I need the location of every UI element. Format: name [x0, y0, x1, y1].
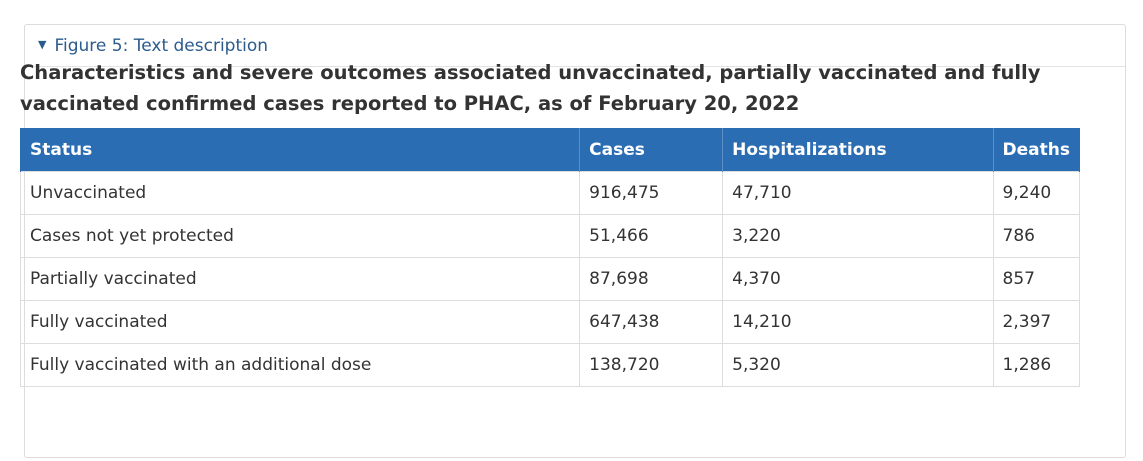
cell-cases: 138,720 [579, 343, 724, 387]
cell-cases: 647,438 [579, 300, 724, 344]
table-header-row: Status Cases Hospitalizations Deaths [19, 128, 1081, 172]
details-summary-label: Figure 5: Text description [54, 35, 269, 56]
details-summary-toggle[interactable]: ▼ Figure 5: Text description [25, 25, 1125, 67]
cell-deaths: 786 [992, 214, 1081, 258]
outcomes-table: Status Cases Hospitalizations Deaths Unv… [19, 128, 1081, 387]
table-row: Partially vaccinated 87,698 4,370 857 [19, 257, 1081, 301]
triangle-down-icon: ▼ [38, 38, 47, 51]
cell-hospitalizations: 14,210 [722, 300, 994, 344]
header-deaths: Deaths [992, 128, 1081, 172]
table-row: Cases not yet protected 51,466 3,220 786 [19, 214, 1081, 258]
cell-hospitalizations: 3,220 [722, 214, 994, 258]
header-status: Status [19, 128, 581, 172]
cell-status: Unvaccinated [19, 171, 581, 215]
cell-status: Fully vaccinated [19, 300, 581, 344]
cell-status: Fully vaccinated with an additional dose [19, 343, 581, 387]
cell-hospitalizations: 4,370 [722, 257, 994, 301]
header-hospitalizations: Hospitalizations [722, 128, 994, 172]
cell-deaths: 1,286 [992, 343, 1081, 387]
cell-status: Cases not yet protected [19, 214, 581, 258]
cell-cases: 916,475 [579, 171, 724, 215]
table-row: Fully vaccinated 647,438 14,210 2,397 [19, 300, 1081, 344]
cell-hospitalizations: 5,320 [722, 343, 994, 387]
cell-cases: 51,466 [579, 214, 724, 258]
cell-deaths: 9,240 [992, 171, 1081, 215]
cell-deaths: 857 [992, 257, 1081, 301]
header-cases: Cases [579, 128, 724, 172]
table-row: Fully vaccinated with an additional dose… [19, 343, 1081, 387]
table-caption: Characteristics and severe outcomes asso… [20, 61, 1041, 115]
cell-status: Partially vaccinated [19, 257, 581, 301]
table-row: Unvaccinated 916,475 47,710 9,240 [19, 171, 1081, 215]
cell-cases: 87,698 [579, 257, 724, 301]
cell-hospitalizations: 47,710 [722, 171, 994, 215]
cell-deaths: 2,397 [992, 300, 1081, 344]
